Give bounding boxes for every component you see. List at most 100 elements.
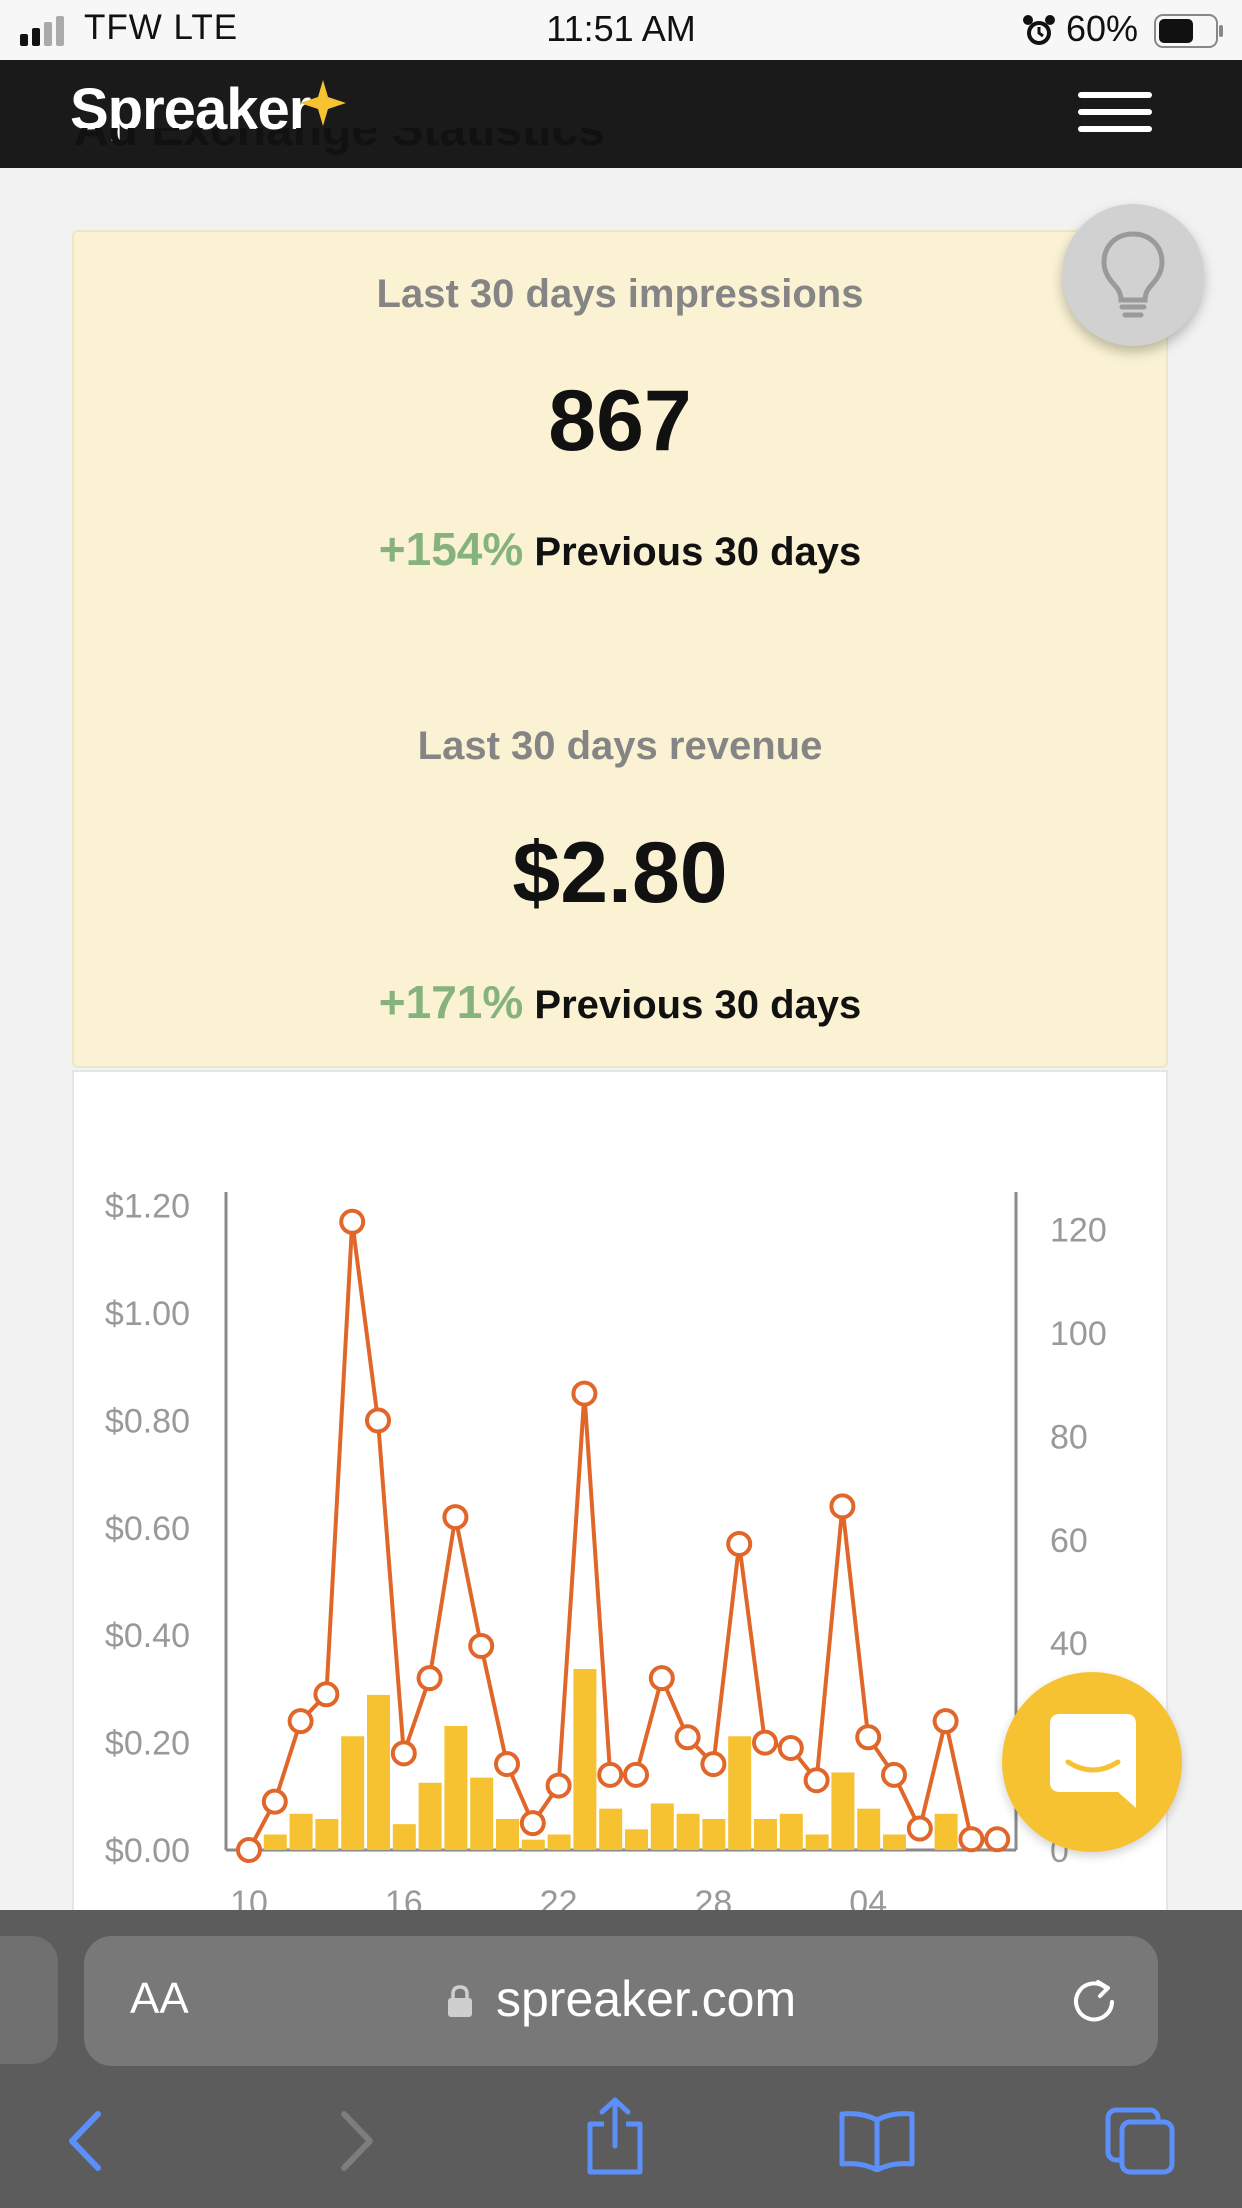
- revenue-point: [726, 1530, 753, 1557]
- revenue-point: [623, 1761, 649, 1788]
- y-left-tick-label: $0.20: [105, 1725, 190, 1763]
- revenue-point: [416, 1665, 443, 1692]
- y-left-tick-label: $1.20: [105, 1188, 190, 1226]
- reader-options-label: AA: [130, 1974, 189, 2023]
- revenue-point: [648, 1665, 675, 1692]
- impressions-bar: [831, 1772, 855, 1850]
- y-left-tick-label: $0.80: [105, 1402, 190, 1440]
- impressions-bar: [392, 1824, 416, 1850]
- impressions-bar: [676, 1813, 700, 1850]
- impressions-bar: [779, 1813, 803, 1850]
- reload-icon[interactable]: [1068, 1976, 1120, 2028]
- impressions-value: 867: [548, 373, 692, 469]
- impressions-bar: [470, 1777, 494, 1850]
- back-icon[interactable]: [66, 2110, 106, 2172]
- chart-card: $0.00 $0.20 $0.40 $0.60 $0.80 $1.00 $1.20 0 40 60…: [72, 1070, 1168, 1930]
- revenue-point: [313, 1681, 340, 1708]
- impressions-bar: [573, 1669, 597, 1850]
- revenue-point: [519, 1810, 546, 1837]
- forward-icon[interactable]: [336, 2110, 376, 2172]
- y-right-tick-label: 60: [1050, 1522, 1088, 1560]
- hamburger-menu-icon[interactable]: [1078, 92, 1152, 136]
- revenue-point: [932, 1708, 959, 1735]
- impressions-compare-label: Previous 30 days: [534, 530, 862, 574]
- app-header: Spreaker: [0, 60, 1242, 168]
- impressions-bar: [650, 1803, 674, 1850]
- revenue-compare-label: Previous 30 days: [534, 983, 862, 1027]
- impressions-bar: [934, 1813, 958, 1850]
- url-text: spreaker.com: [496, 1971, 797, 2027]
- impressions-bar: [625, 1829, 648, 1850]
- revenue-point: [287, 1708, 314, 1735]
- section-title: Ad Exchange Statistics: [74, 128, 974, 168]
- logo-star-icon: [300, 80, 346, 126]
- page-title: Ad Exchange Statistics: [74, 128, 605, 156]
- hint-button[interactable]: [1062, 204, 1204, 346]
- y-left-tick-label: $1.00: [105, 1295, 190, 1333]
- y-right-tick-label: 120: [1050, 1212, 1107, 1250]
- revenue-point: [674, 1724, 701, 1751]
- y-right-tick-label: 80: [1050, 1418, 1088, 1456]
- browser-toolbar: AA spreaker.com: [0, 1910, 1242, 2208]
- alarm-icon: [1023, 15, 1055, 45]
- revenue-point: [261, 1788, 288, 1815]
- y-right-tick-label: 40: [1050, 1625, 1088, 1663]
- ad-exchange-chart: $0.00$0.20$0.40$0.60$0.80$1.00$1.2004060…: [105, 1188, 1107, 1922]
- spreaker-logo[interactable]: Spreaker: [70, 77, 311, 142]
- impressions-bar: [367, 1694, 390, 1850]
- revenue-point: [958, 1826, 985, 1853]
- revenue-point: [803, 1767, 830, 1794]
- chat-button[interactable]: [1002, 1672, 1182, 1852]
- impressions-change-percent: +154%: [378, 523, 524, 575]
- battery-icon: [1154, 14, 1223, 48]
- revenue-point: [777, 1734, 804, 1761]
- revenue-label: Last 30 days revenue: [417, 724, 823, 768]
- impressions-bar: [754, 1818, 777, 1850]
- impressions-bar: [263, 1834, 287, 1850]
- y-left-tick-label: $0.40: [105, 1617, 190, 1655]
- previous-tab-preview[interactable]: [0, 1936, 58, 2064]
- impressions-bar: [418, 1782, 442, 1850]
- y-left-tick-label: $0.60: [105, 1510, 190, 1548]
- share-icon[interactable]: [584, 2096, 646, 2176]
- revenue-point: [881, 1761, 907, 1788]
- revenue-point: [571, 1380, 598, 1407]
- revenue-point: [700, 1751, 727, 1778]
- chat-bubble-icon: [1050, 1714, 1136, 1808]
- revenue-point: [442, 1504, 469, 1531]
- impressions-change: +154% Previous 30 days: [74, 522, 1166, 576]
- clock: 11:51 AM: [546, 8, 696, 49]
- impressions-bar: [521, 1839, 545, 1850]
- revenue-point: [984, 1826, 1011, 1853]
- signal-icon: [20, 16, 64, 46]
- impressions-bar: [341, 1736, 365, 1850]
- revenue-point: [597, 1761, 624, 1788]
- tabs-icon[interactable]: [1104, 2106, 1176, 2176]
- stats-card: Last 30 days impressions 867 +154% Previ…: [72, 230, 1168, 1068]
- revenue-point: [339, 1208, 366, 1235]
- revenue-point: [545, 1772, 572, 1799]
- revenue-point: [468, 1632, 495, 1659]
- impressions-bar: [315, 1818, 339, 1850]
- lock-icon: [448, 1985, 472, 2017]
- impressions-bar: [702, 1818, 726, 1850]
- impressions-bar: [728, 1736, 752, 1850]
- bookmarks-icon[interactable]: [838, 2110, 916, 2172]
- revenue-point: [236, 1837, 262, 1863]
- impressions-bar: [444, 1725, 468, 1850]
- impressions-bar: [883, 1834, 906, 1850]
- y-left-tick-label: $0.00: [105, 1832, 190, 1870]
- status-bar: TFW LTE 11:51 AM 60%: [0, 0, 1242, 60]
- revenue-value: $2.80: [512, 825, 728, 921]
- reader-options-button[interactable]: AA: [130, 1974, 189, 2024]
- carrier-label: TFW LTE: [84, 8, 239, 47]
- lightbulb-icon: [1101, 231, 1165, 318]
- revenue-point: [855, 1724, 882, 1751]
- revenue-point: [906, 1815, 933, 1842]
- revenue-point: [390, 1740, 417, 1767]
- battery-percent: 60%: [1066, 8, 1139, 49]
- revenue-point: [752, 1729, 778, 1756]
- revenue-point: [365, 1407, 391, 1434]
- address-bar[interactable]: AA spreaker.com: [84, 1936, 1158, 2066]
- revenue-point: [829, 1493, 856, 1520]
